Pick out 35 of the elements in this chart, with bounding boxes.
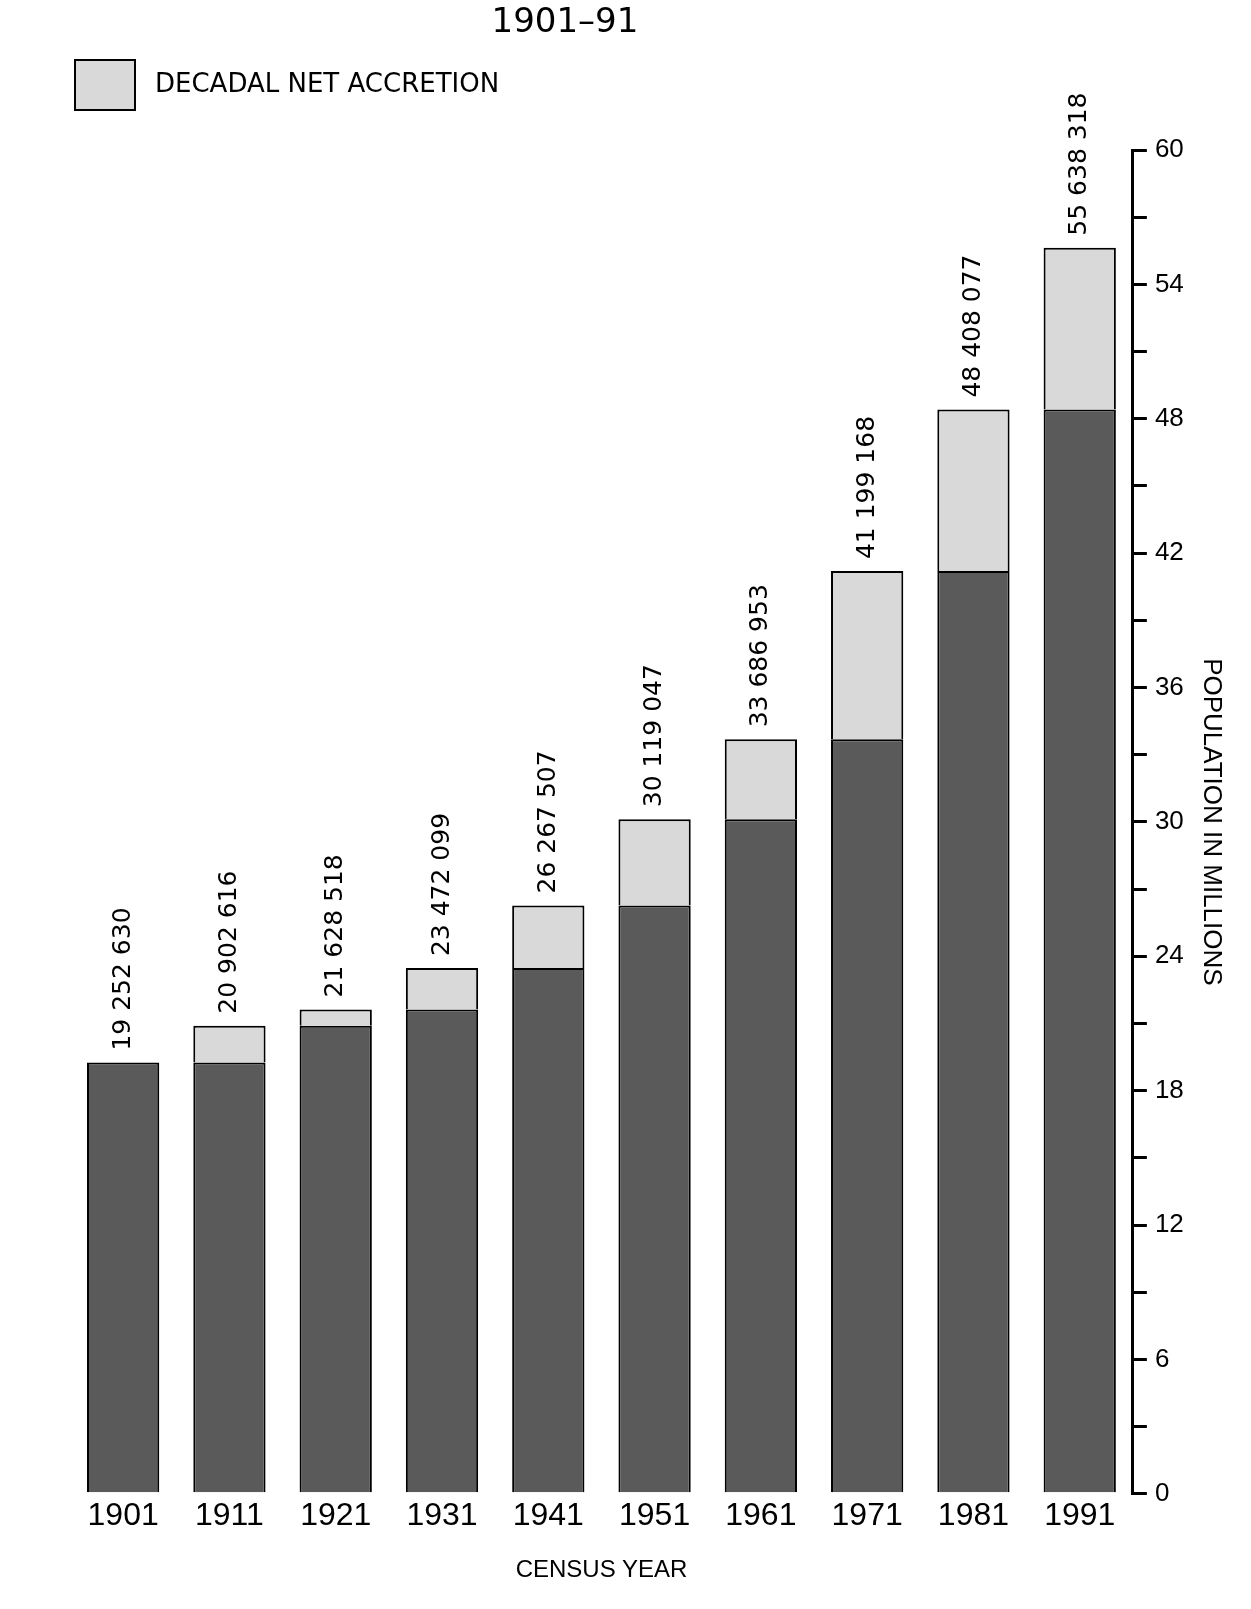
y-tick-label: 30 <box>1154 805 1184 836</box>
x-tick-label: 1971 <box>831 1495 903 1532</box>
total-label: 41 199 168 <box>850 415 880 560</box>
x-tick-label: 1951 <box>618 1495 691 1532</box>
x-tick-label: 1961 <box>725 1495 797 1532</box>
x-tick-label: 1991 <box>1044 1495 1116 1532</box>
x-tick-label: 1931 <box>406 1495 478 1532</box>
y-tick-label: 12 <box>1154 1208 1184 1239</box>
x-tick-label: 1981 <box>937 1495 1010 1532</box>
y-tick-label: 60 <box>1154 133 1184 164</box>
total-label: 48 408 077 <box>956 254 986 398</box>
x-tick-label: 1901 <box>87 1495 159 1532</box>
y-tick-label: 42 <box>1154 536 1184 567</box>
total-label: 33 686 953 <box>744 584 774 728</box>
total-label: 19 252 630 <box>106 907 136 1051</box>
x-axis-title: CENSUS YEAR <box>515 1555 688 1583</box>
y-tick-label: 0 <box>1154 1476 1170 1507</box>
total-label: 26 267 507 <box>531 750 561 894</box>
total-label: 20 902 616 <box>212 870 242 1014</box>
y-tick-label: 24 <box>1154 939 1184 970</box>
y-axis-title: POPULATION IN MILLIONS <box>1198 658 1229 986</box>
total-label: 55 638 318 <box>1063 92 1093 236</box>
x-tick-label: 1921 <box>300 1495 372 1532</box>
y-tick-label: 18 <box>1154 1073 1184 1104</box>
y-tick-label: 36 <box>1154 670 1184 701</box>
total-label: 21 628 518 <box>319 854 349 998</box>
total-label: 30 119 047 <box>638 664 668 808</box>
x-tick-label: 1941 <box>512 1495 584 1532</box>
y-tick-label: 48 <box>1154 401 1184 432</box>
legend-label: DECADAL NET ACCRETION <box>155 67 500 98</box>
chart-title: 1901–91 <box>490 0 640 40</box>
total-label: 23 472 099 <box>425 812 455 957</box>
x-tick-label: 1911 <box>195 1495 264 1532</box>
y-tick-label: 54 <box>1154 267 1184 298</box>
y-tick-label: 6 <box>1154 1342 1170 1373</box>
